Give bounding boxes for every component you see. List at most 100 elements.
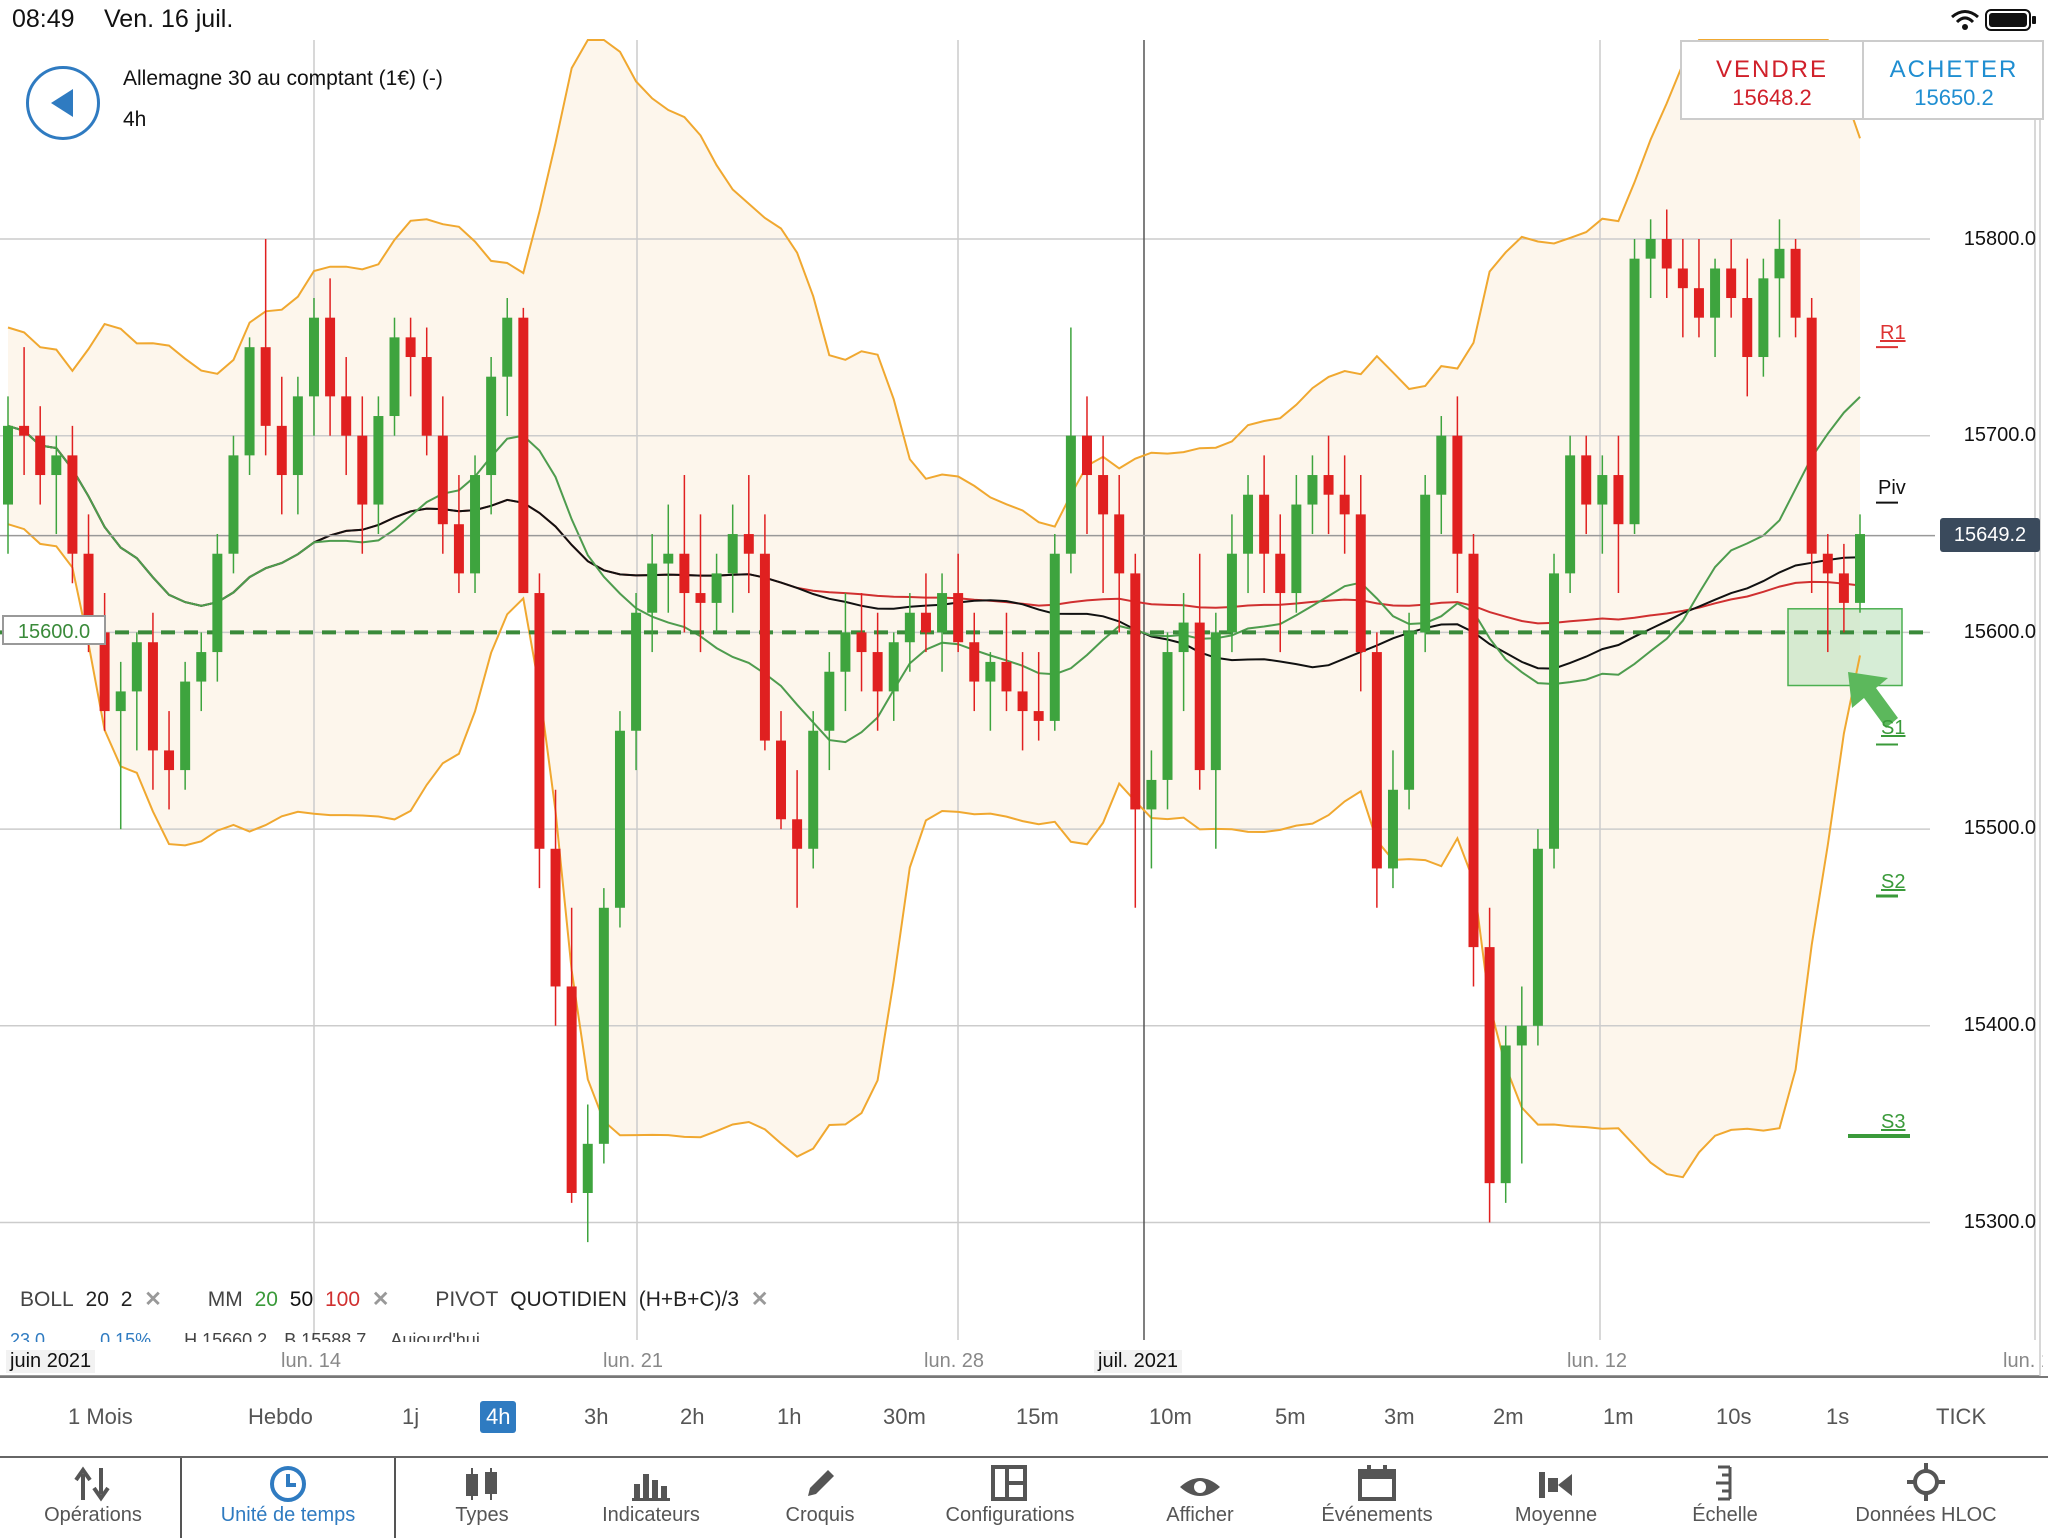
candle-body [1371, 652, 1382, 869]
bollinger-upper-line [7, 39, 1861, 528]
x-tick-label: juil. 2021 [1094, 1350, 1183, 1373]
toolbar-indicators[interactable]: Indicateurs [594, 1458, 708, 1538]
remove-mm-icon[interactable]: ✕ [371, 1288, 390, 1311]
remove-pivot-icon[interactable]: ✕ [750, 1288, 769, 1311]
candle-body [1323, 475, 1334, 495]
candle-body [99, 632, 110, 712]
candle-body [1597, 475, 1608, 505]
candle-body [51, 455, 62, 476]
candle-body [1452, 435, 1463, 554]
candle-body [1645, 239, 1656, 259]
buy-button[interactable]: ACHETER 15650.2 [1864, 42, 2044, 118]
pivot-s1-label: S1 [1881, 717, 1906, 739]
toolbar-display[interactable]: Afficher [1150, 1458, 1250, 1538]
instrument-timeframe: 4h [123, 108, 147, 131]
back-button[interactable] [26, 66, 100, 140]
candle-body [1307, 475, 1318, 505]
crosshair-icon [1907, 1463, 1945, 1501]
toolbar-operations[interactable]: Opérations [20, 1458, 166, 1538]
eye-icon [1180, 1478, 1220, 1496]
tf-15m[interactable]: 15m [1016, 1404, 1059, 1429]
candle-body [856, 632, 867, 653]
toolbar-events[interactable]: Événements [1312, 1458, 1442, 1538]
mm-label[interactable]: MM [207, 1288, 243, 1311]
candle-body [679, 553, 690, 594]
tf-2m[interactable]: 2m [1493, 1404, 1524, 1429]
pin-icon [1539, 1472, 1572, 1498]
x-tick-label: juin 2021 [6, 1350, 96, 1373]
x-tick-label: lun. 14 [281, 1350, 342, 1372]
toolbar-sketch[interactable]: Croquis [770, 1458, 870, 1538]
sell-button[interactable]: VENDRE 15648.2 [1682, 42, 1864, 118]
tf-1j[interactable]: 1j [402, 1404, 420, 1429]
tf-3h[interactable]: 3h [584, 1404, 609, 1429]
toolbar-operations-label: Opérations [44, 1504, 142, 1526]
candle-body [1178, 622, 1189, 653]
tf-1m[interactable]: 1m [1603, 1404, 1634, 1429]
candle-body [1629, 258, 1640, 525]
indicator-legend: BOLL 20 2 ✕ MM 20 50 100 ✕ PIVOT QUOTIDI… [20, 1287, 809, 1312]
candle-body [550, 848, 561, 987]
candle-body [1194, 622, 1205, 771]
candle-body [888, 642, 899, 692]
candle-body [872, 652, 883, 692]
boll-period: 20 [85, 1288, 109, 1311]
boll-label[interactable]: BOLL [20, 1288, 74, 1311]
toolbar-configurations[interactable]: Configurations [938, 1458, 1082, 1538]
candle-body [969, 642, 980, 682]
y-tick-label: 15600.0 [1963, 621, 2036, 643]
candle-body [1339, 494, 1350, 515]
tf-2h[interactable]: 2h [680, 1404, 705, 1429]
candle-body [711, 573, 722, 603]
candle-body [1500, 1045, 1511, 1184]
candle-body [1226, 553, 1237, 633]
hloc-summary-row: 23.0 0.15% H 15660.2 B 15588.7 Aujourd'h… [10, 1330, 480, 1342]
tf-10m[interactable]: 10m [1149, 1404, 1192, 1429]
remove-boll-icon[interactable]: ✕ [144, 1288, 162, 1311]
x-tick-label: lun. 21 [603, 1350, 664, 1372]
candle-body [325, 317, 336, 397]
tf-hebdo[interactable]: Hebdo [248, 1404, 313, 1429]
marker-price-tag[interactable]: 15600.0 [2, 615, 106, 645]
toolbar-hloc-data-label: Données HLOC [1855, 1504, 1997, 1526]
candle-body [292, 396, 303, 476]
candle-body [1033, 711, 1044, 721]
high-value: H 15660.2 [184, 1330, 268, 1342]
candle-body [1355, 514, 1366, 653]
toolbar-configurations-label: Configurations [945, 1504, 1075, 1526]
candle-body [534, 593, 545, 849]
candle-body [453, 524, 464, 574]
status-bar: 08:49 Ven. 16 juil. [0, 0, 2048, 40]
candle-body [405, 337, 416, 358]
candle-body [1243, 494, 1254, 554]
candle-body [1484, 947, 1495, 1184]
toolbar-scale[interactable]: Échelle [1684, 1458, 1766, 1538]
candle-body [470, 475, 481, 574]
tf-1-mois[interactable]: 1 Mois [68, 1404, 133, 1429]
tf-5m[interactable]: 5m [1275, 1404, 1306, 1429]
tf-30m[interactable]: 30m [883, 1404, 926, 1429]
candle-body [840, 632, 851, 672]
tf-10s[interactable]: 10s [1716, 1404, 1752, 1429]
tf-1h[interactable]: 1h [777, 1404, 802, 1429]
tf-tick[interactable]: TICK [1936, 1404, 1987, 1429]
tf-4h[interactable]: 4h [480, 1401, 517, 1433]
toolbar-time-unit[interactable]: Unité de temps [200, 1458, 376, 1538]
candle-body [83, 553, 94, 633]
candle-body [937, 593, 948, 633]
toolbar-types[interactable]: Types [428, 1458, 536, 1538]
toolbar-hloc-data[interactable]: Données HLOC [1848, 1458, 2004, 1538]
tf-1s[interactable]: 1s [1826, 1404, 1850, 1429]
candle-body [1404, 632, 1415, 790]
candle-body [904, 612, 915, 643]
arrow-annotation-icon [1848, 672, 1898, 728]
candle-body [518, 317, 529, 594]
pivot-indicator-label[interactable]: PIVOT [435, 1288, 499, 1311]
tf-3m[interactable]: 3m [1384, 1404, 1415, 1429]
toolbar-average[interactable]: Moyenne [1500, 1458, 1612, 1538]
status-time: 08:49 [12, 5, 75, 33]
toolbar-scale-label: Échelle [1692, 1504, 1758, 1526]
candle-body [727, 534, 738, 574]
pivot-label: Piv [1878, 477, 1906, 499]
